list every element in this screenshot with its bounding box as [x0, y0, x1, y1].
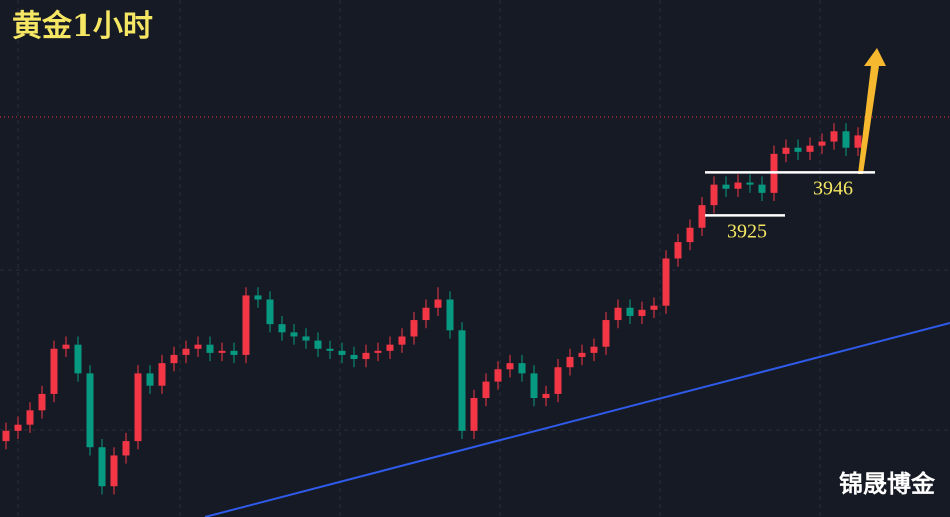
- candle-body: [590, 346, 598, 353]
- candle-body: [578, 352, 586, 357]
- chart-title: 黄金1小时: [12, 9, 153, 44]
- candle-body: [722, 184, 730, 189]
- candle-body: [494, 369, 502, 382]
- level-label: 3925: [727, 220, 767, 242]
- candle-body: [854, 135, 862, 148]
- candle-body: [698, 205, 706, 228]
- candle-body: [434, 299, 442, 308]
- candle-body: [38, 393, 46, 411]
- candle-body: [290, 332, 298, 337]
- candle-body: [638, 309, 646, 316]
- candle-body: [134, 373, 142, 442]
- candle-body: [98, 447, 106, 487]
- candle-body: [350, 354, 358, 360]
- candle-body: [338, 350, 346, 355]
- arrow: [858, 48, 886, 174]
- candle-body: [2, 430, 10, 442]
- candle-body: [518, 363, 526, 374]
- candle-body: [674, 242, 682, 259]
- candle-body: [206, 344, 214, 353]
- candle-body: [26, 410, 34, 425]
- candle-body: [170, 354, 178, 364]
- candle-body: [542, 393, 550, 399]
- candle-body: [506, 363, 514, 370]
- candle-body: [386, 344, 394, 351]
- candle-body: [218, 350, 226, 353]
- candle-body: [374, 350, 382, 353]
- candle-body: [530, 373, 538, 399]
- candle-body: [446, 299, 454, 331]
- candle-body: [602, 320, 610, 347]
- candle-body: [422, 307, 430, 321]
- candle-body: [194, 344, 202, 349]
- candle-body: [254, 295, 262, 300]
- candle-body: [650, 305, 658, 310]
- candle-body: [686, 227, 694, 243]
- candle-body: [302, 336, 310, 341]
- candles: [0, 116, 950, 495]
- candle-body: [566, 356, 574, 368]
- candle-body: [758, 184, 766, 193]
- candle-body: [470, 398, 478, 431]
- candle-body: [806, 145, 814, 152]
- candle-body: [710, 184, 718, 206]
- candle-body: [230, 350, 238, 355]
- candle-body: [62, 344, 70, 349]
- candle-body: [830, 131, 838, 142]
- candle-body: [50, 348, 58, 394]
- watermark: 锦晟博金: [839, 470, 936, 498]
- candle-body: [614, 307, 622, 321]
- candle-body: [398, 336, 406, 345]
- candle-body: [86, 373, 94, 448]
- candle-body: [266, 299, 274, 325]
- candle-body: [326, 348, 334, 351]
- candle-body: [482, 381, 490, 399]
- candle-body: [554, 367, 562, 394]
- candle-body: [794, 147, 802, 152]
- candle-body: [74, 344, 82, 374]
- candle-body: [110, 455, 118, 487]
- candle-body: [14, 424, 22, 431]
- candle-body: [458, 330, 466, 431]
- candle-body: [362, 352, 370, 360]
- candle-body: [734, 182, 742, 189]
- candle-body: [122, 441, 130, 456]
- candle-body: [410, 320, 418, 337]
- candle-body: [182, 348, 190, 355]
- candle-body: [158, 363, 166, 386]
- trend-line: [204, 322, 950, 517]
- candle-body: [278, 324, 286, 333]
- candle-body: [146, 373, 154, 386]
- candle-body: [746, 182, 754, 185]
- candle-body: [842, 131, 850, 148]
- candle-body: [242, 295, 250, 355]
- candle-body: [626, 307, 634, 316]
- candle-body: [782, 147, 790, 154]
- candle-body: [662, 258, 670, 306]
- candle-body: [314, 340, 322, 349]
- candle-body: [818, 141, 826, 146]
- level-label: 3946: [813, 177, 853, 199]
